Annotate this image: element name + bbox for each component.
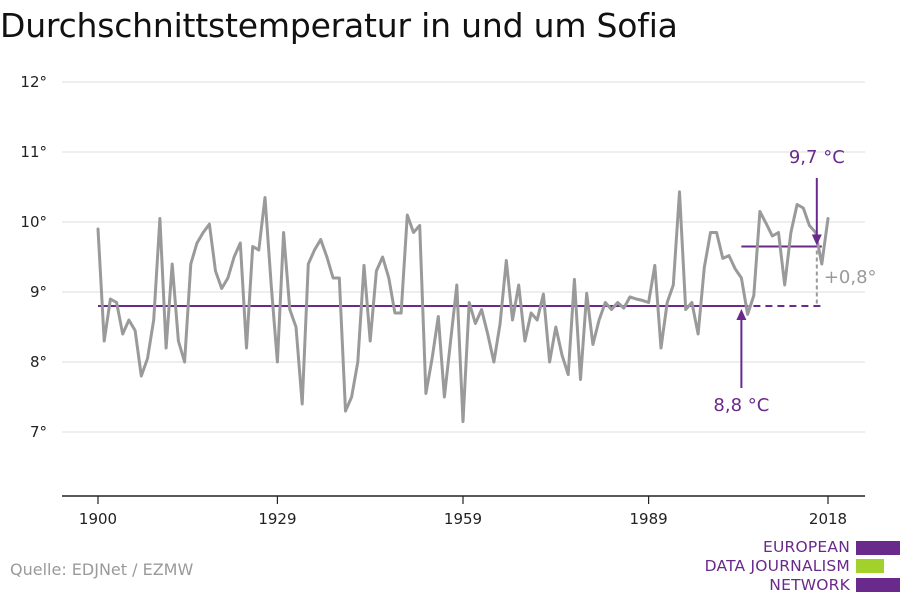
x-tick-label-1929: 1929 — [258, 510, 296, 528]
logo-line-european: EUROPEAN — [762, 538, 850, 556]
x-tick-label-1989: 1989 — [629, 510, 667, 528]
gridlines — [62, 81, 865, 433]
annotations: 9,7 °C 8,8 °C +0,8° — [713, 147, 876, 416]
y-tick-label-8: 8° — [30, 353, 47, 371]
logo-line-data-journalism: DATA JOURNALISM — [704, 557, 850, 575]
logo-bar-green — [856, 559, 884, 573]
source-credit: Quelle: EDJNet / EZMW — [10, 560, 194, 579]
temperature-series-line — [96, 190, 830, 423]
page-title: Durchschnittstemperatur in und um Sofia — [0, 6, 678, 45]
annotation-baseline-average: 8,8 °C — [713, 395, 769, 416]
arrow-baseline-head — [736, 309, 747, 320]
y-tick-label-9: 9° — [30, 283, 47, 301]
reference-lines — [98, 245, 822, 307]
annotation-recent-average: 9,7 °C — [789, 147, 845, 168]
y-tick-label-11: 11° — [20, 143, 47, 161]
x-axis-ticks: 1900 1929 1959 1989 2018 — [79, 496, 847, 528]
y-tick-label-10: 10° — [20, 213, 47, 231]
x-tick-label-1959: 1959 — [444, 510, 482, 528]
logo-bar-purple-bottom — [856, 578, 900, 592]
edjnet-logo: EUROPEAN DATA JOURNALISM NETWORK — [704, 537, 900, 595]
y-axis-tick-labels: 7° 8° 9° 10° 11° 12° — [20, 73, 47, 441]
y-tick-label-12: 12° — [20, 73, 47, 91]
x-tick-label-2018: 2018 — [809, 510, 847, 528]
y-tick-label-7: 7° — [30, 423, 47, 441]
annotation-difference: +0,8° — [824, 267, 877, 288]
arrow-recent-head — [811, 234, 822, 246]
logo-bar-purple-top — [856, 541, 900, 555]
x-tick-label-1900: 1900 — [79, 510, 117, 528]
logo-line-network: NETWORK — [769, 576, 850, 594]
